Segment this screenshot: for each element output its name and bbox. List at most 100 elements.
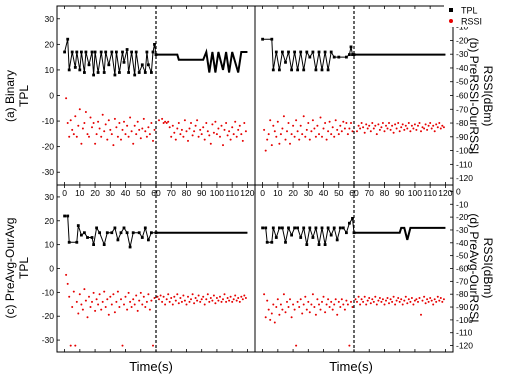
rssi-point: [316, 124, 319, 127]
rssi-point: [170, 135, 173, 138]
tpl-point: [290, 233, 293, 237]
x-tick-label: 40: [121, 188, 131, 198]
rssi-point: [199, 300, 202, 303]
rssi-point: [281, 308, 284, 311]
tpl-point: [290, 68, 293, 72]
rssi-point: [267, 133, 270, 136]
rssi-point: [279, 303, 282, 306]
rssi-point: [314, 135, 317, 138]
rssi-point: [357, 124, 360, 127]
rssi-point: [97, 120, 100, 123]
x-tick-label: 0: [260, 188, 265, 198]
rssi-point: [436, 126, 439, 129]
rssi-point: [138, 299, 141, 302]
rssi-point: [404, 124, 407, 127]
rssi-point: [228, 299, 231, 302]
rssi-point: [301, 133, 304, 136]
rssi-point: [426, 128, 429, 131]
tpl-point: [75, 240, 79, 244]
rssi-point: [144, 306, 147, 308]
rssi-point: [200, 298, 203, 301]
rssi-point: [305, 308, 308, 311]
rssi-point: [153, 297, 156, 299]
tpl-point: [284, 240, 287, 244]
tpl-point: [351, 217, 354, 220]
tpl-point: [78, 68, 82, 72]
rssi-point: [417, 300, 419, 303]
tpl-point: [326, 226, 330, 230]
y2-tick-label: -90: [456, 132, 469, 142]
rssi-point: [322, 295, 325, 298]
rssi-point: [330, 300, 333, 303]
rssi-point: [136, 309, 139, 312]
rssi-point: [88, 295, 90, 298]
rssi-point: [215, 297, 218, 299]
rssi-point: [426, 298, 429, 301]
rssi-point: [272, 303, 275, 306]
rssi-point: [307, 300, 310, 303]
x-tick-label: 70: [364, 188, 374, 198]
y2-tick-label: -100: [456, 146, 473, 156]
rssi-point: [325, 138, 328, 141]
rssi-point: [264, 149, 267, 152]
rssi-point: [188, 127, 191, 130]
rssi-point: [208, 300, 211, 303]
rssi-point: [205, 298, 208, 301]
rssi-point: [133, 124, 136, 127]
axes: 0 10 20 30 40 50 60 70 80 90 100 110 120 0 10 20 30 40 50 6…: [3, 5, 495, 353]
rssi-point: [308, 311, 311, 314]
x-tick-label: 50: [334, 188, 344, 198]
rssi-point: [436, 295, 439, 298]
tpl-point: [305, 50, 309, 54]
rssi-point: [292, 303, 295, 306]
rssi-point: [237, 297, 240, 299]
rssi-point: [212, 131, 215, 134]
rssi-point: [148, 308, 151, 311]
tpl-point: [348, 53, 351, 56]
rssi-point: [110, 133, 113, 136]
x-tick-label: 0: [62, 188, 67, 198]
rssi-point: [209, 142, 212, 145]
rssi-point: [165, 122, 168, 124]
rssi-point: [398, 300, 401, 303]
rssi-point: [103, 290, 106, 293]
rssi-point: [415, 298, 418, 301]
rssi-point: [133, 303, 136, 306]
tpl-point: [320, 226, 324, 230]
rssi-point: [287, 122, 290, 124]
y2-tick-label: -20: [456, 35, 469, 45]
rssi-point: [200, 133, 203, 136]
tpl-point: [67, 240, 71, 244]
rssi-point: [351, 130, 354, 133]
rssi-point: [386, 297, 389, 299]
rssi-point: [383, 130, 386, 133]
tpl-point: [125, 231, 129, 235]
rssi-point: [183, 119, 186, 122]
x-tick-label: 70: [166, 188, 176, 198]
rssi-point: [441, 124, 444, 127]
rssi-point: [410, 297, 413, 299]
x-tick-label: 50: [136, 188, 146, 198]
y-tick-label: 0: [49, 264, 54, 274]
rssi-point: [295, 119, 298, 122]
rssi-point: [203, 138, 206, 141]
rssi-point: [388, 302, 390, 305]
rssi-point: [121, 344, 124, 347]
rssi-point: [235, 299, 238, 302]
rssi-point: [421, 299, 424, 302]
y2-tick-label: -30: [456, 49, 469, 59]
rssi-point: [211, 123, 214, 126]
tpl-point: [125, 48, 129, 51]
rssi-point: [362, 126, 365, 129]
rssi-point: [435, 123, 438, 126]
rssi-point: [269, 119, 272, 122]
rssi-point: [293, 135, 296, 138]
y2-axis-label-b: RSSI(dBm)(b) PreRSSI-OurRSSI: [467, 38, 495, 155]
rssi-point: [139, 291, 142, 294]
y-tick-label: -20: [42, 311, 55, 321]
tpl-point: [317, 243, 321, 246]
rssi-point: [429, 297, 432, 299]
rssi-point: [275, 306, 278, 308]
rssi-point: [142, 295, 145, 298]
rssi-point: [378, 128, 381, 131]
